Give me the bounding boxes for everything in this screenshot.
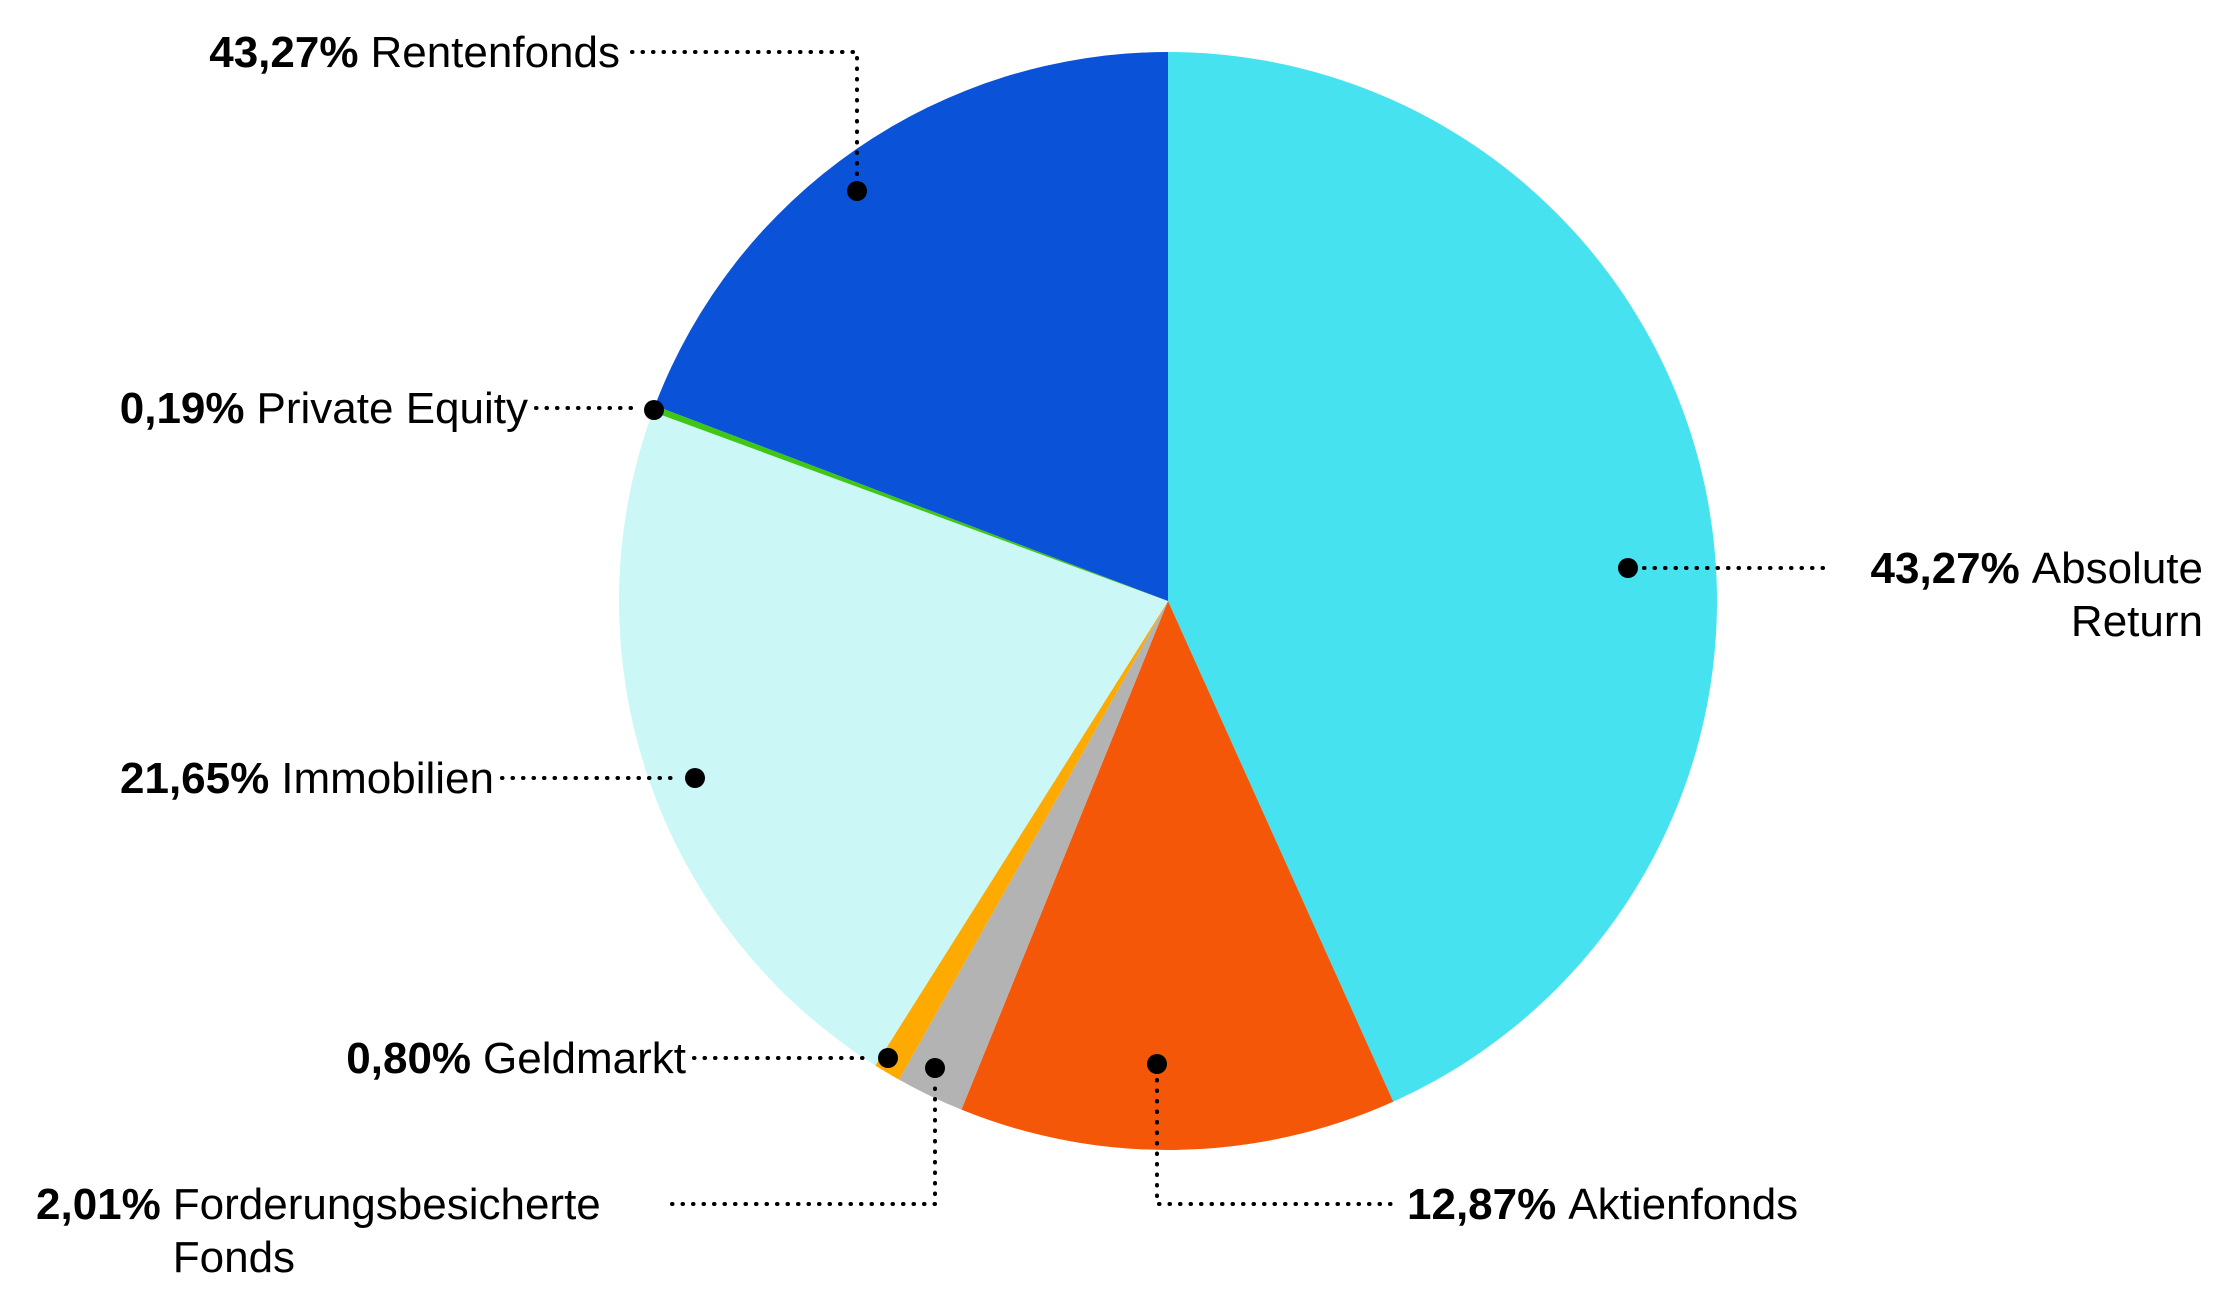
pie-slice-immobilien: [619, 411, 1168, 1066]
percent-label-geldmarkt: 0,80%: [346, 1034, 472, 1083]
callout-rentenfonds: 43,27% Rentenfonds: [209, 26, 620, 79]
percent-label-absolute-return: 43,27%: [1870, 544, 2020, 593]
slice-name-private-equity: Private Equity: [256, 384, 528, 433]
callout-aktienfonds: 12,87% Aktienfonds: [1407, 1178, 1798, 1231]
slice-name-forderungsbesicherte-fonds: Forderungsbesicherte Fonds: [172, 1180, 601, 1282]
pie-slice-absolute-return: [1168, 52, 1717, 1102]
callout-forderungsbesicherte-fonds: 2,01% Forderungsbesicherte Fonds: [36, 1178, 716, 1284]
anchor-dot-immobilien: [685, 768, 705, 788]
anchor-dot-forderung: [925, 1058, 945, 1078]
pie-slices-group: [619, 51, 1717, 1150]
anchor-dot-geldmarkt: [878, 1048, 898, 1068]
slice-name-absolute-return: Absolute Return: [2031, 544, 2203, 646]
slice-name-geldmarkt: Geldmarkt: [483, 1034, 686, 1083]
percent-label-immobilien: 21,65%: [120, 754, 270, 803]
callout-immobilien: 21,65% Immobilien: [120, 752, 494, 805]
anchor-dot-absolute-return: [1618, 558, 1638, 578]
anchor-dot-rentenfonds: [847, 181, 867, 201]
slice-name-aktienfonds: Aktienfonds: [1568, 1180, 1799, 1229]
callout-private-equity: 0,19% Private Equity: [120, 382, 528, 435]
callout-geldmarkt: 0,80% Geldmarkt: [346, 1032, 686, 1085]
slice-name-rentenfonds: Rentenfonds: [370, 28, 620, 77]
percent-label-rentenfonds: 43,27%: [209, 28, 359, 77]
anchor-dot-aktienfonds: [1147, 1054, 1167, 1074]
pie-slice-aktienfonds: [961, 601, 1394, 1150]
percent-label-private-equity: 0,19%: [119, 384, 245, 433]
pie-slice-forderungsbesicherte-fonds: [898, 601, 1168, 1110]
callout-absolute-return: 43,27% Absolute Return: [1773, 542, 2203, 648]
percent-label-aktienfonds: 12,87%: [1407, 1180, 1557, 1229]
leader-line-rentenfonds: [630, 50, 859, 178]
pie-slice-rentenfonds: [654, 51, 1168, 601]
percent-label-forderungsbesicherte-fonds: 2,01%: [36, 1180, 161, 1229]
leader-line-forderung: [670, 1082, 937, 1206]
pie-slice-geldmarkt: [875, 601, 1168, 1080]
pie-slice-private-equity: [652, 405, 1168, 601]
anchor-dot-private-equity: [644, 400, 664, 420]
leader-line-aktienfonds: [1155, 1078, 1395, 1206]
slice-name-immobilien: Immobilien: [281, 754, 494, 803]
